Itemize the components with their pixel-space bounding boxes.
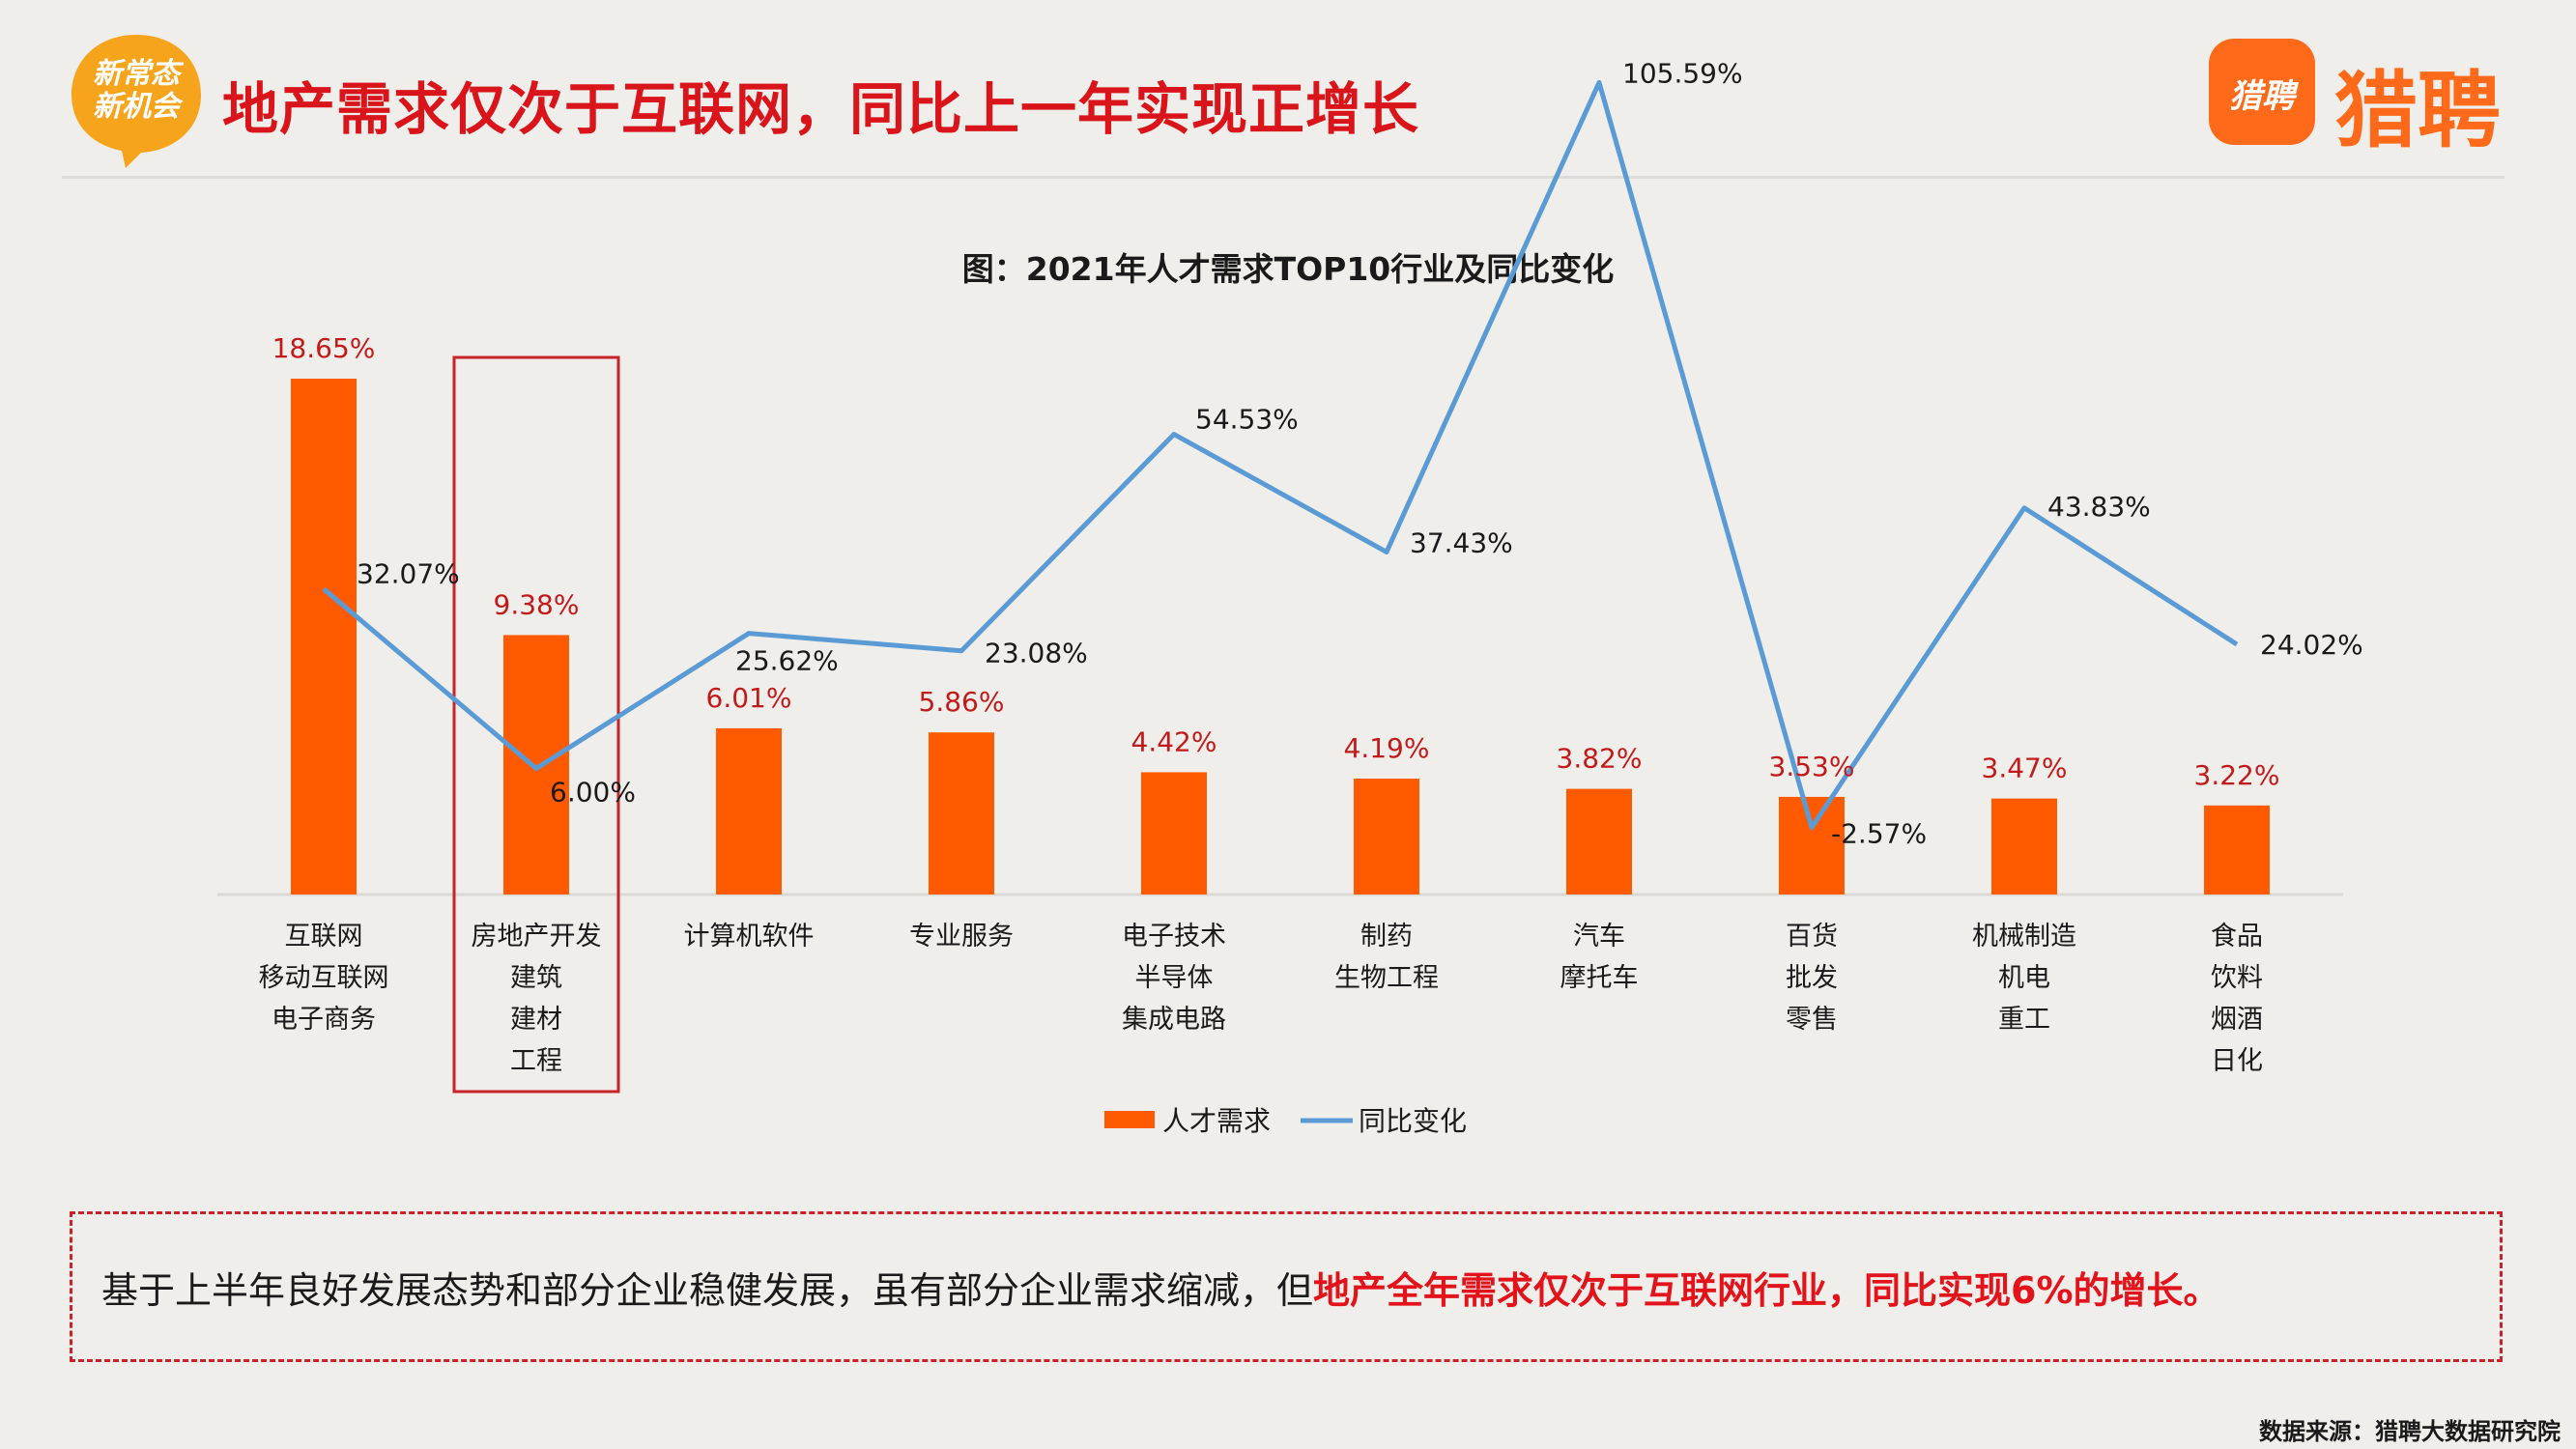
- line-series: [322, 79, 2239, 831]
- bar-value-label: 3.47%: [1982, 753, 2068, 784]
- line-value-label: -2.57%: [1831, 818, 1927, 850]
- legend-bar-label: 人才需求: [1162, 1105, 1271, 1137]
- bar: [1991, 798, 2057, 895]
- category-label: 制药: [1360, 922, 1413, 952]
- bar-value-label: 4.19%: [1344, 732, 1430, 764]
- bar: [1354, 779, 1419, 895]
- bar-value-label: 5.86%: [919, 686, 1005, 718]
- data-source: 数据来源：猎聘大数据研究院: [2259, 1418, 2561, 1445]
- highlight-box: [452, 355, 620, 1094]
- category-label: 工程: [510, 1046, 562, 1076]
- line-value-label: 54.53%: [1195, 404, 1299, 436]
- category-label: 互联网: [285, 922, 363, 952]
- category-label: 计算机软件: [684, 922, 815, 952]
- badge-line1: 新常态: [93, 57, 180, 91]
- bar: [503, 635, 569, 895]
- category-label: 集成电路: [1122, 1005, 1226, 1035]
- line-value-label: 32.07%: [357, 558, 460, 590]
- category-label: 饮料: [2211, 963, 2263, 993]
- bar: [1141, 772, 1207, 895]
- bar-value-label: 3.82%: [1557, 743, 1643, 775]
- badge-line2: 新机会: [93, 90, 180, 124]
- logo-text: 猎聘: [2334, 63, 2501, 159]
- category-label: 日化: [2211, 1046, 2263, 1076]
- bar-value-label: 9.38%: [494, 588, 580, 620]
- category-label: 批发: [1786, 963, 1838, 993]
- line-value-label: 23.08%: [985, 638, 1088, 669]
- summary-box: 基于上半年良好发展态势和部分企业稳健发展，虽有部分企业需求缩减，但地产全年需求仅…: [70, 1211, 2503, 1362]
- category-label: 机电: [1998, 963, 2050, 993]
- line-value-label: 43.83%: [2047, 491, 2151, 523]
- category-label: 摩托车: [1560, 963, 1639, 993]
- bar-value-label: 6.01%: [706, 682, 792, 714]
- logo-icon-text: 猎聘: [2229, 77, 2295, 116]
- category-label: 建筑: [510, 963, 562, 993]
- summary-highlight: 地产全年需求仅次于互联网行业，同比实现6%的增长。: [1313, 1269, 2220, 1312]
- summary-plain: 基于上半年良好发展态势和部分企业稳健发展，虽有部分企业需求缩减，但: [101, 1269, 1314, 1312]
- bar-value-label: 4.42%: [1131, 725, 1217, 757]
- chart-title: 图：2021年人才需求TOP10行业及同比变化: [961, 250, 1615, 288]
- line-value-label: 24.02%: [2260, 629, 2363, 661]
- bar: [1566, 788, 1632, 895]
- category-label: 百货: [1786, 922, 1838, 952]
- chart: 18.65% 9.38% 6.01% 5.86% 4.42% 4.19% 3.82% 3.53…: [217, 57, 2363, 1137]
- bar-value-label: 18.65%: [272, 332, 376, 364]
- category-label: 烟酒: [2211, 1005, 2263, 1035]
- speech-bubble-icon: [72, 35, 201, 168]
- bar: [2204, 805, 2270, 895]
- line-value-label: 105.59%: [1622, 57, 1743, 89]
- line-value-label: 25.62%: [735, 645, 839, 677]
- category-label: 汽车: [1573, 922, 1625, 952]
- bar-value-label: 3.22%: [2194, 759, 2280, 791]
- bar: [929, 732, 994, 895]
- category-label: 生物工程: [1334, 963, 1439, 993]
- bar: [291, 379, 357, 895]
- header-divider: [62, 176, 2504, 179]
- category-label: 电子商务: [272, 1005, 376, 1035]
- category-label: 零售: [1786, 1005, 1838, 1035]
- category-label: 机械制造: [1972, 922, 2076, 952]
- legend-bar-swatch: [1104, 1111, 1155, 1128]
- bar: [1779, 796, 1845, 895]
- summary-text: 基于上半年良好发展态势和部分企业稳健发展，虽有部分企业需求缩减，但地产全年需求仅…: [101, 1261, 2220, 1314]
- category-label: 建材: [510, 1005, 562, 1035]
- category-label: 移动互联网: [259, 963, 389, 993]
- category-label: 房地产开发: [472, 922, 602, 952]
- line-value-label: 6.00%: [550, 777, 636, 809]
- category-label: 专业服务: [909, 922, 1014, 952]
- bar-value-label: 3.53%: [1769, 751, 1855, 782]
- bar: [716, 727, 782, 895]
- liepin-logo-icon: 猎聘: [2209, 39, 2315, 145]
- line-value-label: 37.43%: [1410, 526, 1513, 558]
- category-label: 食品: [2211, 922, 2263, 952]
- page-title: 地产需求仅次于互联网，同比上一年实现正增长: [222, 76, 1420, 142]
- legend-line-label: 同比变化: [1359, 1105, 1467, 1137]
- category-label: 电子技术: [1122, 922, 1226, 952]
- category-label: 重工: [1998, 1005, 2050, 1035]
- badge-text: 新常态 新机会: [66, 58, 207, 124]
- brand-badge: 新常态 新机会: [66, 29, 207, 170]
- category-label: 半导体: [1135, 963, 1214, 993]
